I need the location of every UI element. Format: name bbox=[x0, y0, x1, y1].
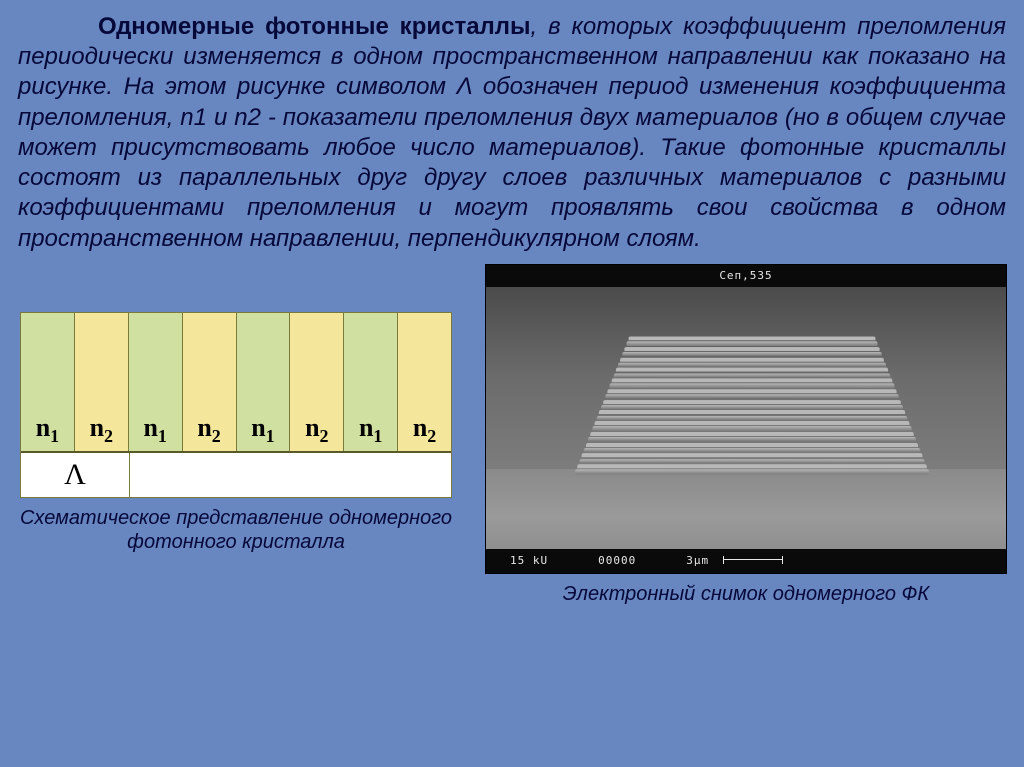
sem-mag: 00000 bbox=[598, 554, 636, 567]
stripe: n2 bbox=[290, 313, 344, 451]
sem-layer bbox=[601, 405, 903, 409]
sem-layer bbox=[579, 459, 924, 463]
paragraph-body: , в которых коэффициент преломления пери… bbox=[18, 13, 1006, 252]
sem-scale-bar bbox=[723, 559, 783, 564]
sem-layer bbox=[599, 410, 905, 414]
period-row: Λ bbox=[21, 453, 451, 497]
stripe-label: n2 bbox=[90, 413, 113, 451]
stripe: n1 bbox=[21, 313, 75, 451]
sem-layer bbox=[620, 357, 884, 361]
stripe: n2 bbox=[75, 313, 129, 451]
slide: Одномерные фотонные кристаллы, в которых… bbox=[0, 0, 1024, 767]
sem-layer bbox=[586, 442, 918, 446]
sem-layer bbox=[597, 415, 908, 419]
sem-layer bbox=[626, 341, 877, 345]
stripe-row: n1 n2 n1 n2 n1 n2 n1 n2 bbox=[21, 313, 451, 453]
sem-layer bbox=[595, 421, 910, 425]
sem-layer bbox=[629, 336, 876, 340]
sem-layer bbox=[618, 362, 886, 366]
schematic-caption: Схематическое представление одномерного … bbox=[18, 506, 454, 554]
stripe: n2 bbox=[183, 313, 237, 451]
sem-layer bbox=[607, 389, 896, 393]
sem-layer bbox=[603, 399, 901, 403]
sem-layer bbox=[610, 384, 895, 388]
sem-header-text: Сеп,535 bbox=[486, 265, 1006, 287]
sem-layer bbox=[622, 352, 882, 356]
schematic-column: n1 n2 n1 n2 n1 n2 n1 n2 Λ Схематическое предста… bbox=[18, 264, 454, 554]
stripe: n2 bbox=[398, 313, 451, 451]
sem-scale-text: 3μm bbox=[686, 554, 709, 567]
stripe-label: n1 bbox=[143, 413, 166, 451]
sem-layer bbox=[612, 378, 893, 382]
sem-image: Сеп,535 15 kU 00000 3μm bbox=[485, 264, 1007, 574]
stripe-label: n2 bbox=[197, 413, 220, 451]
sem-layer bbox=[605, 394, 898, 398]
main-paragraph: Одномерные фотонные кристаллы, в которых… bbox=[18, 12, 1006, 254]
sem-footer: 15 kU 00000 3μm bbox=[486, 549, 1006, 573]
sem-scale: 3μm bbox=[686, 554, 783, 567]
sem-layer bbox=[590, 432, 913, 436]
period-label: Λ bbox=[21, 453, 130, 497]
stripe-label: n1 bbox=[251, 413, 274, 451]
sem-layer bbox=[588, 437, 916, 441]
paragraph-title: Одномерные фотонные кристаллы bbox=[98, 13, 531, 40]
sem-column: Сеп,535 15 kU 00000 3μm Электронный сним… bbox=[486, 264, 1006, 606]
sem-layer bbox=[616, 368, 888, 372]
sem-caption: Электронный снимок одномерного ФК bbox=[563, 582, 929, 606]
stripe-label: n2 bbox=[413, 413, 436, 451]
sem-layer bbox=[577, 464, 927, 468]
stripe-label: n1 bbox=[36, 413, 59, 451]
sem-layer bbox=[582, 453, 923, 457]
stripe: n1 bbox=[344, 313, 398, 451]
sem-layer bbox=[624, 347, 879, 351]
sem-layer bbox=[592, 426, 911, 430]
sem-kv: 15 kU bbox=[510, 554, 548, 567]
stripe: n1 bbox=[129, 313, 183, 451]
sem-layer bbox=[584, 448, 920, 452]
sem-layer bbox=[575, 470, 929, 474]
sem-layer bbox=[614, 373, 890, 377]
schematic-diagram: n1 n2 n1 n2 n1 n2 n1 n2 Λ bbox=[20, 312, 452, 498]
stripe: n1 bbox=[237, 313, 291, 451]
stripe-label: n2 bbox=[305, 413, 328, 451]
figure-row: n1 n2 n1 n2 n1 n2 n1 n2 Λ Схематическое предста… bbox=[18, 264, 1006, 606]
sem-layer-stack bbox=[570, 336, 935, 485]
stripe-label: n1 bbox=[359, 413, 382, 451]
